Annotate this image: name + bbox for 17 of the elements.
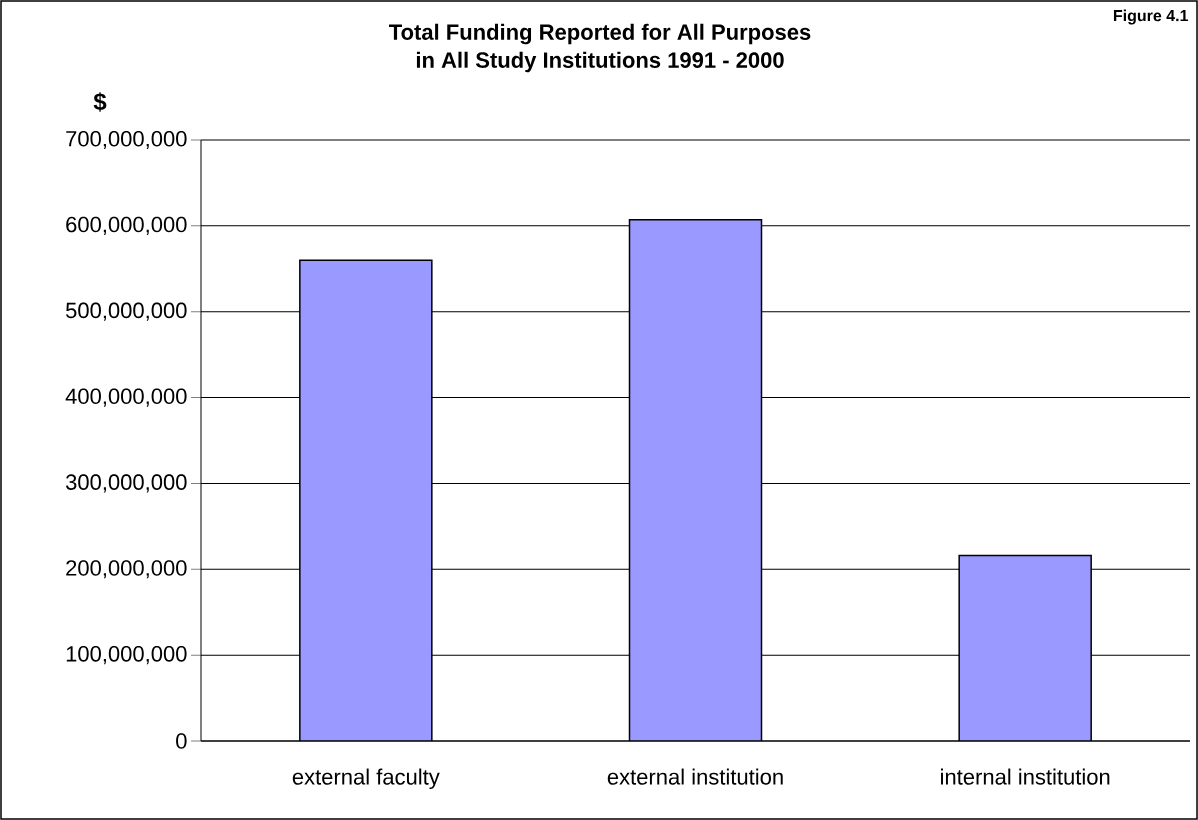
y-tick-label: 100,000,000 [66,646,187,665]
x-tick-label: internal institution [941,768,1110,785]
chart-title: Total Funding Reported for All Purposes in All Study Institutions 1991 - 2000 [389,23,811,73]
y-tick-label: 0 [176,733,187,749]
bar [958,554,1092,741]
x-tick-label: external faculty [292,768,440,790]
y-tick-label: 400,000,000 [65,388,187,407]
bar [628,219,763,741]
y-tick-label: 500,000,000 [66,302,187,321]
caption: Figure 4.1 [1113,9,1189,25]
y-tick-label: 300,000,000 [65,474,187,493]
y-tick-label: 700,000,000 [66,130,187,150]
y-tick-label: 200,000,000 [66,560,187,579]
bar [299,259,433,741]
y-tick-label: 600,000,000 [66,216,187,235]
y-axis-title: $ [93,92,107,112]
x-tick-label: external institution [607,768,783,785]
